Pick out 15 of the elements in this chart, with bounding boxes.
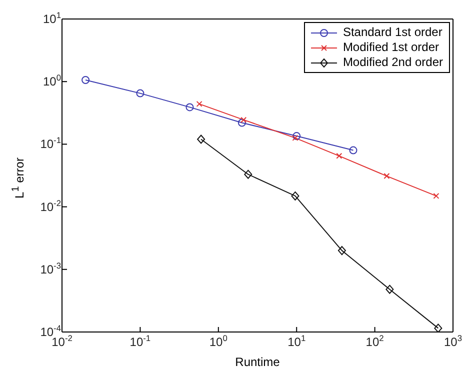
x-axis-title: Runtime [235, 355, 280, 369]
x-tick-label: 10$^{1}$ [288, 333, 306, 349]
legend-label: Standard 1st order [342, 25, 442, 40]
legend-label: Modified 2nd order [342, 55, 443, 70]
y-tick-label: 10$^{0}$ [42, 72, 62, 89]
y-tick-label: 10$^{1}$ [42, 10, 62, 26]
x-tick-label: 10$^{-1}$ [130, 333, 151, 349]
y-tick-label: 10$^{-4}$ [40, 323, 62, 339]
y-tick-label: 10$^{-1}$ [40, 135, 62, 152]
legend-label: Modified 1st order [342, 40, 439, 55]
x-tick-label: 10$^{2}$ [366, 333, 384, 349]
y-tick-label: 10$^{-2}$ [40, 198, 62, 214]
y-tick-label: 10$^{-3}$ [40, 260, 62, 276]
x-tick-label: 10$^{3}$ [444, 333, 462, 349]
x-tick-label: 10$^{0}$ [209, 333, 228, 349]
